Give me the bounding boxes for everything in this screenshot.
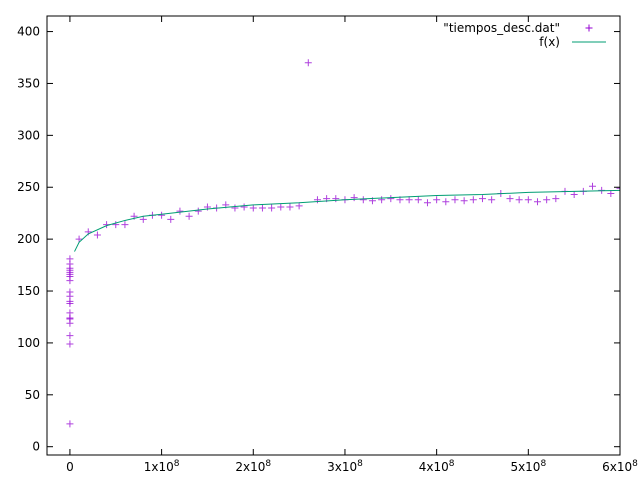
data-point (93, 231, 101, 239)
y-tick-label: 400 (17, 25, 40, 39)
data-point (405, 196, 413, 204)
data-point (433, 196, 441, 204)
legend-label: f(x) (539, 35, 560, 49)
legend-marker-sample (585, 24, 593, 32)
data-point (66, 340, 74, 348)
data-point (295, 202, 303, 210)
x-tick-label: 3x108 (327, 459, 363, 474)
x-tick-label: 4x108 (419, 459, 455, 474)
data-point (167, 215, 175, 223)
data-point (359, 196, 367, 204)
y-tick-label: 0 (32, 440, 40, 454)
data-point (66, 420, 74, 428)
data-point (570, 191, 578, 199)
legend-entry: f(x) (539, 35, 606, 49)
data-point (616, 184, 620, 192)
data-point (231, 204, 239, 212)
data-point (158, 211, 166, 219)
data-point (176, 207, 184, 215)
data-point (478, 195, 486, 203)
axis-layer: 0 50 100 150 200 250 300 350 400 0 1x108 2x108 3x108… (17, 16, 638, 474)
data-point (414, 196, 422, 204)
x-tick-label: 2x108 (235, 459, 271, 474)
data-point (515, 196, 523, 204)
data-point (524, 196, 532, 204)
data-point (588, 182, 596, 190)
y-tick-label: 200 (17, 232, 40, 246)
data-point (488, 196, 496, 204)
data-point (286, 203, 294, 211)
plot-frame (46, 15, 621, 456)
data-point (66, 288, 74, 296)
data-point (350, 194, 358, 202)
y-tick-label: 100 (17, 336, 40, 350)
data-point (121, 221, 129, 229)
data-point (469, 196, 477, 204)
data-point (268, 204, 276, 212)
data-point (378, 196, 386, 204)
fit-curve-line (74, 189, 620, 252)
data-point (277, 203, 285, 211)
data-point (451, 196, 459, 204)
data-point (66, 255, 74, 263)
legend: "tiempos_desc.dat"f(x) (443, 21, 606, 49)
x-tick-label: 1x108 (144, 459, 180, 474)
data-point (332, 195, 340, 203)
x-tick-label: 0 (66, 460, 74, 474)
data-point (387, 195, 395, 203)
data-point (185, 212, 193, 220)
data-point (139, 215, 147, 223)
data-point (240, 203, 248, 211)
data-point (66, 309, 74, 317)
x-tick-label: 6x108 (602, 459, 638, 474)
y-tick-label: 300 (17, 128, 40, 142)
data-point (66, 332, 74, 340)
data-point (249, 204, 257, 212)
data-point (506, 195, 514, 203)
data-point (112, 221, 120, 229)
data-point (552, 195, 560, 203)
y-tick-label: 350 (17, 76, 40, 90)
data-point (442, 198, 450, 206)
data-point (533, 198, 541, 206)
data-point (304, 59, 312, 67)
series-1 (74, 189, 620, 252)
data-point (423, 199, 431, 207)
data-point (258, 204, 266, 212)
data-point (194, 207, 202, 215)
y-tick-label: 50 (25, 388, 40, 402)
legend-entry: "tiempos_desc.dat" (443, 21, 593, 35)
y-tick-label: 250 (17, 180, 40, 194)
legend-label: "tiempos_desc.dat" (443, 21, 560, 35)
series-layer (66, 59, 620, 428)
y-tick-label: 150 (17, 284, 40, 298)
data-point (75, 235, 83, 243)
data-point (607, 189, 615, 197)
data-point (543, 196, 551, 204)
data-point (460, 197, 468, 205)
x-tick-label: 5x108 (510, 459, 546, 474)
